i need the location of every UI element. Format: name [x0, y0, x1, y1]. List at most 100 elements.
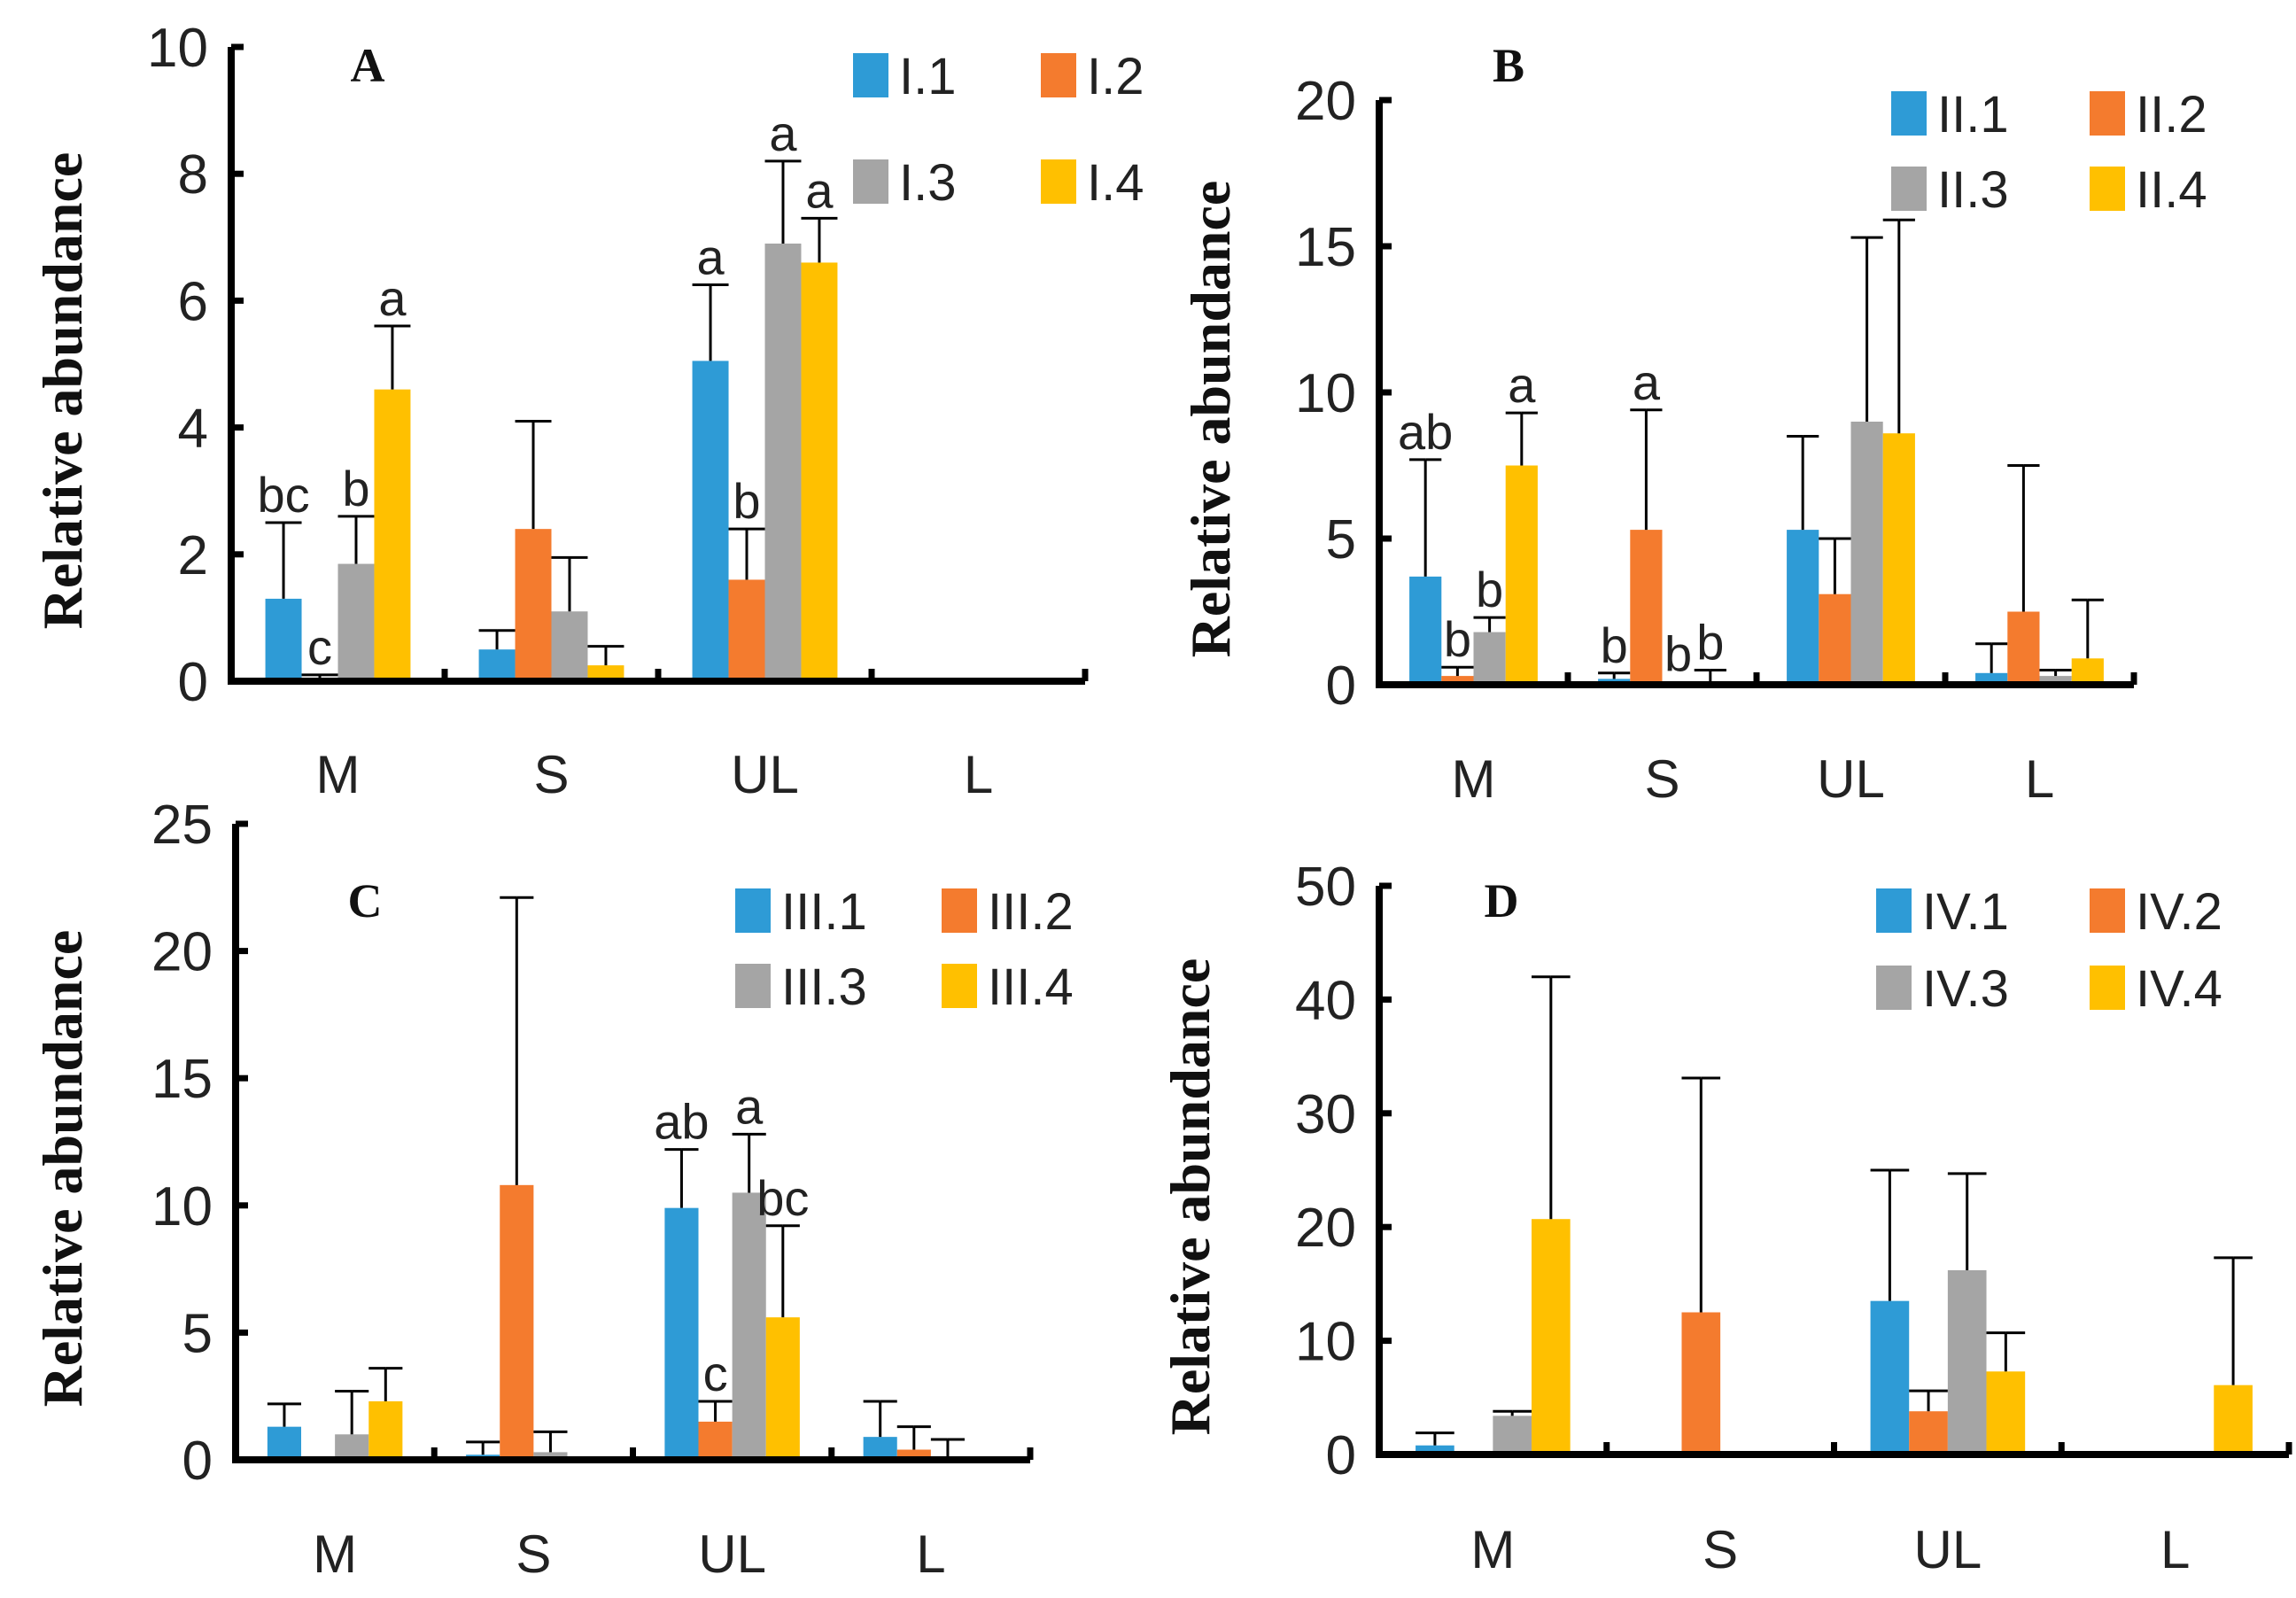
legend-swatch: [1041, 53, 1076, 97]
legend-label: III.3: [781, 958, 867, 1016]
legend-swatch: [942, 888, 977, 933]
y-tick-label: 2: [178, 525, 208, 586]
x-tick-label: S: [516, 1524, 551, 1584]
bar: [335, 1434, 369, 1460]
bar: [1532, 1219, 1571, 1454]
bar: [764, 243, 802, 681]
legend-swatch: [2090, 91, 2125, 136]
bar: [500, 1184, 534, 1460]
significance-letter: a: [769, 105, 797, 161]
significance-letter: b: [1664, 626, 1692, 682]
legend-label: II.3: [1937, 161, 2009, 219]
bar: [374, 389, 411, 681]
bar: [2214, 1385, 2253, 1454]
bar: [2007, 611, 2040, 685]
y-tick-label: 8: [178, 144, 208, 206]
bar: [478, 649, 516, 681]
x-tick-label: L: [916, 1524, 945, 1584]
significance-letter: a: [735, 1078, 764, 1134]
bar: [765, 1317, 800, 1460]
bar: [551, 611, 588, 681]
significance-letter: b: [733, 473, 760, 529]
bar: [2039, 676, 2072, 685]
x-tick-label: M: [313, 1524, 357, 1584]
bar: [515, 529, 552, 681]
bar: [1850, 422, 1883, 685]
legend-swatch: [853, 53, 888, 97]
y-tick-label: 10: [147, 18, 208, 79]
bar: [1787, 530, 1819, 685]
legend-label: IV.3: [1922, 960, 2009, 1018]
legend-label: I.4: [1087, 154, 1144, 212]
legend-label: IV.2: [2136, 883, 2222, 941]
x-tick-label: UL: [731, 745, 799, 804]
significance-letter: a: [1508, 357, 1536, 413]
legend-swatch: [1891, 91, 1927, 136]
legend-label: II.2: [2136, 86, 2207, 144]
legend-swatch: [2090, 888, 2125, 933]
bar: [1416, 1445, 1454, 1454]
significance-letter: ab: [654, 1094, 709, 1150]
y-tick-label: 30: [1295, 1084, 1356, 1145]
y-tick-label: 0: [1326, 655, 1356, 717]
panel-label: D: [1485, 874, 1519, 927]
legend-label: I.3: [899, 154, 957, 212]
x-tick-label: UL: [698, 1524, 766, 1584]
bar: [587, 665, 624, 681]
y-tick-label: 5: [1326, 509, 1356, 570]
y-tick-label: 20: [1295, 71, 1356, 132]
significance-letter: b: [1444, 611, 1471, 667]
y-tick-label: 50: [1295, 857, 1356, 918]
legend-label: III.4: [988, 958, 1074, 1016]
x-tick-label: S: [533, 745, 569, 804]
significance-letter: b: [1476, 562, 1503, 617]
bar: [732, 1192, 766, 1460]
legend-swatch: [1891, 167, 1927, 211]
bar: [698, 1421, 733, 1460]
x-tick-label: L: [2160, 1520, 2190, 1579]
bar: [1947, 1269, 1987, 1454]
legend-label: III.1: [781, 883, 867, 941]
x-tick-label: L: [964, 745, 993, 804]
panel-label: C: [348, 874, 383, 927]
x-tick-label: M: [316, 745, 361, 804]
bar: [368, 1400, 403, 1460]
y-tick-label: 0: [182, 1431, 213, 1492]
y-tick-label: 0: [1326, 1425, 1356, 1486]
legend-label: I.1: [899, 48, 957, 105]
panel-D: Relative abundance 0 10 20 30 40 50 M S UL L D IV.1 I…: [1159, 857, 2292, 1579]
y-tick-label: 6: [178, 271, 208, 332]
y-tick-label: 20: [151, 922, 213, 983]
legend-swatch: [735, 964, 771, 1008]
x-tick-label: L: [2025, 749, 2054, 809]
bar: [1819, 593, 1851, 685]
legend-label: III.2: [988, 883, 1074, 941]
x-tick-label: M: [1470, 1520, 1515, 1579]
bar: [1473, 632, 1506, 685]
bar: [1986, 1371, 2026, 1454]
x-tick-label: UL: [1817, 749, 1885, 809]
y-axis-label: Relative abundance: [1179, 181, 1242, 658]
bar: [863, 1437, 897, 1460]
bar: [1493, 1416, 1532, 1454]
y-tick-label: 40: [1295, 970, 1356, 1031]
significance-letter: a: [696, 229, 725, 285]
x-tick-label: S: [1644, 749, 1679, 809]
significance-letter: c: [703, 1346, 728, 1401]
significance-letter: b: [1601, 617, 1628, 673]
y-axis-label: Relative abundance: [31, 930, 94, 1408]
significance-letter: a: [1633, 354, 1661, 410]
legend-swatch: [2090, 966, 2125, 1010]
legend-swatch: [1041, 159, 1076, 204]
bar: [1870, 1300, 1910, 1454]
bar: [2071, 658, 2104, 685]
legend-label: IV.4: [2136, 960, 2222, 1018]
y-tick-label: 20: [1295, 1198, 1356, 1259]
bar: [1909, 1411, 1948, 1454]
legend-swatch: [735, 888, 771, 933]
bar: [692, 361, 729, 681]
legend-label: I.2: [1087, 48, 1144, 105]
legend-swatch: [2090, 167, 2125, 211]
